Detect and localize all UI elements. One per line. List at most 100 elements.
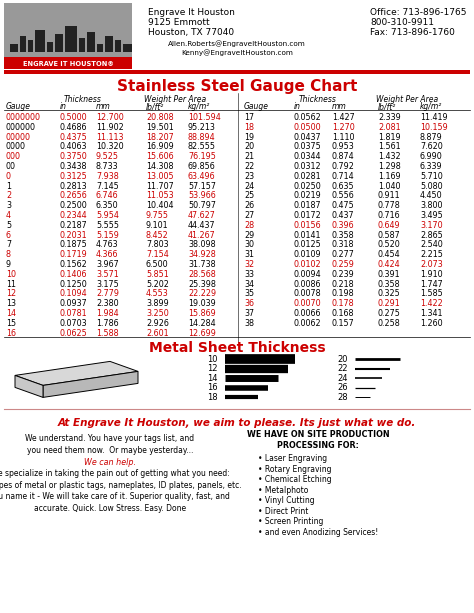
Text: 14: 14 bbox=[6, 309, 16, 318]
Text: 28: 28 bbox=[244, 221, 254, 230]
Text: 0.259: 0.259 bbox=[332, 260, 355, 269]
Text: • Laser Engraving: • Laser Engraving bbox=[258, 454, 327, 463]
Text: 6: 6 bbox=[6, 230, 11, 240]
Text: 2.339: 2.339 bbox=[378, 113, 401, 122]
Text: 11.053: 11.053 bbox=[146, 191, 173, 200]
Text: 000: 000 bbox=[6, 152, 21, 161]
Text: 0.178: 0.178 bbox=[332, 299, 355, 308]
Text: 1.819: 1.819 bbox=[378, 132, 401, 142]
Text: 7.154: 7.154 bbox=[146, 250, 169, 259]
Text: 0.198: 0.198 bbox=[332, 289, 355, 299]
Bar bbox=[28, 40, 33, 52]
Text: 3.571: 3.571 bbox=[96, 270, 119, 279]
Bar bbox=[87, 32, 95, 52]
Text: 1.561: 1.561 bbox=[378, 142, 401, 151]
Text: 37: 37 bbox=[244, 309, 254, 318]
Text: 0.649: 0.649 bbox=[378, 221, 401, 230]
Text: 44.437: 44.437 bbox=[188, 221, 216, 230]
Text: 0.0625: 0.0625 bbox=[60, 329, 88, 338]
Text: 31: 31 bbox=[244, 250, 254, 259]
Text: 19.039: 19.039 bbox=[188, 299, 216, 308]
Text: 4.450: 4.450 bbox=[420, 191, 443, 200]
Text: • Chemical Etching: • Chemical Etching bbox=[258, 476, 332, 484]
Text: We specialize in taking the pain out of getting what you need:
All types of meta: We specialize in taking the pain out of … bbox=[0, 470, 241, 490]
Text: 0.318: 0.318 bbox=[332, 240, 355, 249]
Text: 0.0703: 0.0703 bbox=[60, 319, 88, 328]
Text: 0.0125: 0.0125 bbox=[294, 240, 322, 249]
Text: 0.157: 0.157 bbox=[332, 319, 355, 328]
Text: 1.432: 1.432 bbox=[378, 152, 401, 161]
Text: 13.005: 13.005 bbox=[146, 172, 173, 181]
Text: 0.0437: 0.0437 bbox=[294, 132, 322, 142]
Text: 2.779: 2.779 bbox=[96, 289, 119, 299]
Text: 38: 38 bbox=[244, 319, 254, 328]
Text: 9125 Emmott: 9125 Emmott bbox=[148, 18, 210, 27]
Text: 2.215: 2.215 bbox=[420, 250, 443, 259]
Text: 2.380: 2.380 bbox=[96, 299, 118, 308]
Text: 3.967: 3.967 bbox=[96, 260, 119, 269]
Text: 11.707: 11.707 bbox=[146, 181, 174, 191]
Text: 6.350: 6.350 bbox=[96, 201, 118, 210]
Text: 16: 16 bbox=[6, 329, 16, 338]
Text: 3.170: 3.170 bbox=[420, 221, 443, 230]
Text: 2: 2 bbox=[6, 191, 11, 200]
Bar bbox=[79, 38, 85, 52]
Text: 1.585: 1.585 bbox=[420, 289, 443, 299]
Text: 7.620: 7.620 bbox=[420, 142, 443, 151]
Text: 0.3125: 0.3125 bbox=[60, 172, 88, 181]
Text: 15.606: 15.606 bbox=[146, 152, 173, 161]
Text: 0.587: 0.587 bbox=[378, 230, 401, 240]
Text: 2.865: 2.865 bbox=[420, 230, 443, 240]
Text: 7.803: 7.803 bbox=[146, 240, 169, 249]
Text: 18.207: 18.207 bbox=[146, 132, 174, 142]
Text: 0.3438: 0.3438 bbox=[60, 162, 88, 171]
Text: 1.910: 1.910 bbox=[420, 270, 443, 279]
Text: 21: 21 bbox=[244, 152, 254, 161]
Text: 0.635: 0.635 bbox=[332, 181, 355, 191]
Text: 1.427: 1.427 bbox=[332, 113, 355, 122]
Text: 11.902: 11.902 bbox=[96, 123, 124, 132]
Text: 2.601: 2.601 bbox=[146, 329, 169, 338]
Text: Metal Sheet Thickness: Metal Sheet Thickness bbox=[149, 341, 325, 356]
Text: 95.213: 95.213 bbox=[188, 123, 216, 132]
Text: 0.0937: 0.0937 bbox=[60, 299, 88, 308]
Text: 13: 13 bbox=[6, 299, 16, 308]
Text: Thickness: Thickness bbox=[299, 95, 337, 104]
Bar bbox=[4, 57, 132, 69]
Text: 0.0250: 0.0250 bbox=[294, 181, 322, 191]
Text: 5.710: 5.710 bbox=[420, 172, 443, 181]
Bar bbox=[10, 44, 18, 52]
Text: 0.4686: 0.4686 bbox=[60, 123, 88, 132]
Text: You name it - We will take care of it. Superior quality, fast, and
accurate. Qui: You name it - We will take care of it. S… bbox=[0, 492, 230, 513]
Text: 3.899: 3.899 bbox=[146, 299, 169, 308]
Text: lb/ft²: lb/ft² bbox=[378, 102, 396, 111]
Bar bbox=[35, 30, 45, 52]
Text: in: in bbox=[60, 102, 67, 111]
Text: 10.320: 10.320 bbox=[96, 142, 124, 151]
Text: 5.555: 5.555 bbox=[96, 221, 119, 230]
Text: 10.159: 10.159 bbox=[420, 123, 448, 132]
Text: 0.0070: 0.0070 bbox=[294, 299, 322, 308]
Text: 26: 26 bbox=[337, 383, 348, 392]
Text: in: in bbox=[294, 102, 301, 111]
Text: Weight Per Area: Weight Per Area bbox=[144, 95, 206, 104]
Text: Houston, TX 77040: Houston, TX 77040 bbox=[148, 28, 234, 37]
Text: 0.325: 0.325 bbox=[378, 289, 401, 299]
Text: 16: 16 bbox=[207, 383, 218, 392]
Text: 0000000: 0000000 bbox=[6, 113, 41, 122]
Text: Kenny@EngraveItHouston.com: Kenny@EngraveItHouston.com bbox=[181, 49, 293, 56]
Text: 0.714: 0.714 bbox=[332, 172, 355, 181]
Text: 10.404: 10.404 bbox=[146, 201, 173, 210]
Text: 0.2656: 0.2656 bbox=[60, 191, 88, 200]
Bar bbox=[4, 3, 132, 69]
Text: 14.284: 14.284 bbox=[188, 319, 216, 328]
Text: • Rotary Engraving: • Rotary Engraving bbox=[258, 465, 331, 474]
Text: WE HAVE ON SITE PRODUCTION
PROCESSING FOR:: WE HAVE ON SITE PRODUCTION PROCESSING FO… bbox=[246, 430, 389, 451]
Text: 25: 25 bbox=[244, 191, 254, 200]
Text: 0.0562: 0.0562 bbox=[294, 113, 322, 122]
Text: 7.145: 7.145 bbox=[96, 181, 119, 191]
Text: 23: 23 bbox=[244, 172, 254, 181]
Text: • Direct Print: • Direct Print bbox=[258, 507, 309, 516]
Text: 0.4375: 0.4375 bbox=[60, 132, 88, 142]
Text: 5.159: 5.159 bbox=[96, 230, 119, 240]
